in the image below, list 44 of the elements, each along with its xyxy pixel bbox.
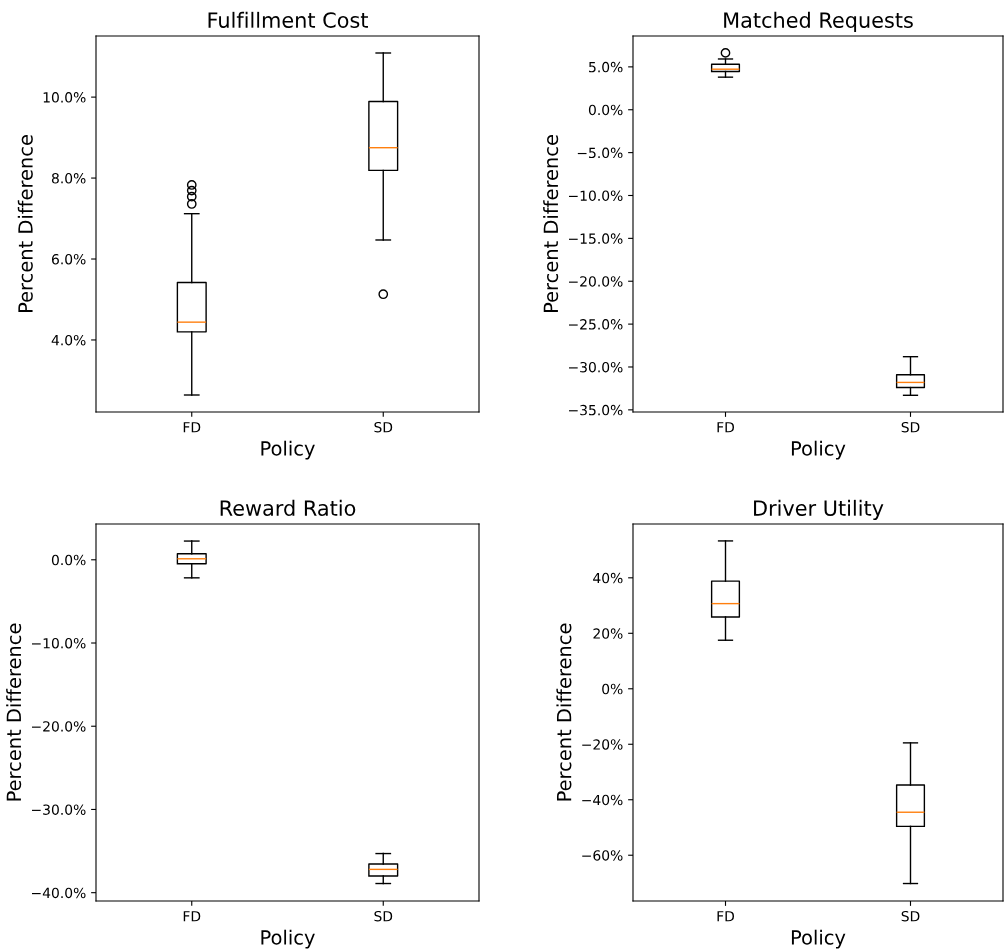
y-tick-label: −10.0% (31, 637, 86, 649)
y-tick-label: −20% (582, 739, 623, 750)
x-axis-title: Policy (791, 440, 846, 460)
chart-title: Fulfillment Cost (208, 11, 368, 28)
y-tick-label: 20% (593, 628, 623, 639)
x-axis-title: Policy (791, 929, 846, 949)
x-tick-label: SD (901, 910, 920, 922)
x-tick-label: SD (901, 421, 920, 433)
y-axis-title: Percent Difference (556, 623, 572, 801)
y-tick-label: −30.0% (31, 804, 86, 815)
y-tick-label: −35.0% (568, 404, 623, 416)
y-tick-label: −25.0% (568, 319, 623, 330)
y-tick-label: 4.0% (51, 334, 86, 346)
x-tick-label: SD (374, 421, 393, 433)
x-tick-label: FD (717, 422, 735, 433)
y-tick-label: 6.0% (51, 253, 86, 265)
y-tick-label: −20.0% (568, 276, 623, 287)
chart-title: Reward Ratio (220, 499, 356, 516)
y-tick-label: −20.0% (31, 721, 86, 732)
chart-title: Matched Requests (724, 11, 913, 32)
y-tick-label: 0.0% (51, 554, 86, 566)
y-tick-label: 0% (602, 683, 623, 695)
y-axis-title: Percent Difference (543, 135, 559, 313)
y-tick-label: −60% (582, 850, 623, 861)
y-tick-label: −40.0% (31, 887, 86, 899)
y-tick-label: −15.0% (568, 233, 623, 244)
chart-title: Driver Utility (754, 499, 884, 520)
x-axis-title: Policy (261, 440, 315, 460)
x-axis-title: Policy (261, 929, 315, 949)
y-tick-label: 10.0% (43, 92, 86, 103)
y-tick-label: −10.0% (568, 190, 623, 201)
y-axis-title: Percent Difference (17, 135, 33, 313)
x-tick-label: FD (183, 422, 201, 433)
x-tick-label: SD (374, 910, 393, 922)
y-tick-label: −30.0% (568, 361, 623, 373)
y-axis-title: Percent Difference (6, 623, 22, 801)
y-tick-label: 5.0% (589, 61, 623, 73)
x-tick-label: FD (183, 911, 201, 922)
y-tick-label: −5.0% (577, 147, 623, 159)
y-tick-label: 0.0% (588, 104, 623, 116)
y-tick-label: 40% (593, 572, 623, 584)
y-tick-label: 8.0% (51, 173, 86, 184)
x-tick-label: FD (717, 911, 735, 922)
y-tick-label: −40% (582, 794, 623, 806)
